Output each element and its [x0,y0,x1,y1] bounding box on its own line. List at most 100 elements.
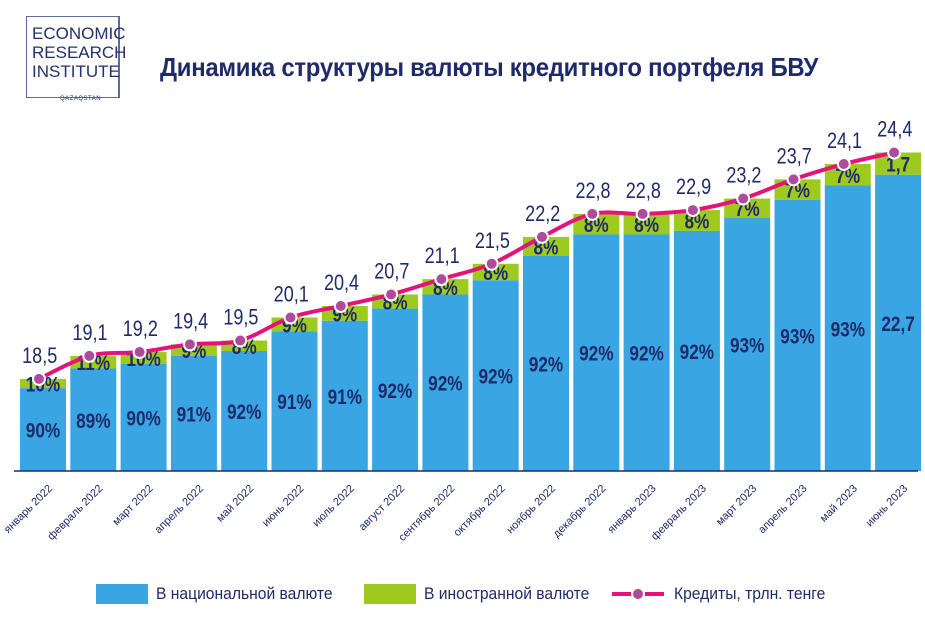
label-national-12: 92% [629,343,663,366]
x-tick-label-3: апрель 2022 [153,483,206,536]
x-tick-label-9: октябрь 2022 [451,483,507,539]
legend-swatch-line [612,587,664,601]
x-tick-label-15: апрель 2023 [756,483,809,536]
total-label-1: 19,1 [72,321,107,345]
bar-national-13 [673,230,720,471]
label-national-4: 92% [227,401,261,424]
bar-national-2 [120,363,167,471]
logo-line-2: RESEARCH [32,43,127,62]
bar-labels-layer: 90%10%89%11%90%10%91%9%92%8%91%9%91%9%92… [26,154,915,443]
x-tick-label-7: август 2022 [357,483,408,534]
bar-foreign-17 [875,152,922,175]
x-tick-label-6: июль 2022 [310,483,357,530]
bar-national-9 [472,280,519,471]
legend-item-national: В национальной валюте [96,582,348,606]
bar-national-4 [221,350,268,471]
legend-item-line: Кредиты, трлн. тенге [610,582,838,606]
label-national-13: 92% [680,341,714,364]
logo-subtitle: QAZAQSTAN [60,96,102,102]
bar-foreign-15 [774,179,821,200]
bar-national-8 [422,294,469,471]
x-tick-label-0: январь 2022 [2,483,55,536]
total-label-2: 19,2 [123,317,158,341]
legend-swatch-national [96,584,148,604]
total-label-4: 19,5 [223,306,258,330]
label-national-16: 93% [831,319,865,342]
line-point-11 [585,206,600,221]
bar-foreign-6 [321,306,368,321]
line-point-14 [736,191,751,206]
bar-national-17 [875,174,922,471]
label-national-6: 91% [328,386,362,409]
legend-label-national: В национальной валюте [156,584,333,603]
total-labels-layer: 18,5 19,1 19,2 19,4 19,5 20,1 20,4 20,7 21,1 21,5… [22,118,912,368]
line-point-3 [182,337,197,352]
label-national-5: 91% [277,392,311,415]
legend-item-foreign: В иностранной валюте [364,582,604,606]
x-tick-label-16: май 2023 [818,483,860,525]
bar-foreign-12 [623,213,670,235]
bar-foreign-14 [724,198,771,218]
x-tick-label-5: июнь 2022 [260,483,306,529]
line-point-1 [82,348,97,363]
line-point-10 [535,229,549,244]
total-label-8: 21,1 [425,245,460,269]
label-national-8: 92% [428,373,462,396]
line-point-5 [283,310,298,325]
total-label-10: 22,2 [525,202,560,226]
label-national-10: 92% [529,354,563,377]
label-foreign-13: 8% [684,211,709,234]
bar-national-1 [70,368,117,471]
line-point-15 [786,172,801,187]
label-national-1: 89% [76,410,110,433]
label-national-15: 93% [780,326,814,349]
bar-national-6 [321,320,368,471]
label-foreign-16: 7% [835,165,860,188]
total-label-6: 20,4 [324,271,359,295]
total-label-11: 22,8 [575,179,610,203]
bar-national-0 [20,388,66,471]
bar-foreign-2 [120,352,167,364]
label-national-17: 22,7 [881,313,915,336]
bar-national-5 [271,331,318,471]
legend-label-line: Кредиты, трлн. тенге [674,584,826,603]
logo-line-1: ECONOMIC [32,24,126,43]
bar-foreign-13 [673,210,720,231]
total-label-9: 21,5 [475,229,510,253]
line-point-13 [685,203,700,218]
label-national-3: 91% [177,404,211,427]
total-label-5: 20,1 [274,283,309,307]
bar-national-12 [623,234,670,471]
total-label-14: 23,2 [726,164,761,188]
line-point-2 [132,345,147,360]
line-point-9 [484,256,499,271]
total-label-17: 24,4 [877,118,912,142]
logo-frame [26,16,120,98]
bar-national-15 [774,199,821,471]
line-point-16 [836,157,851,172]
label-national-9: 92% [478,366,512,389]
label-national-7: 92% [378,380,412,403]
bar-national-16 [824,185,871,471]
line-point-6 [333,299,348,313]
total-label-13: 22,9 [676,175,711,199]
legend-line-marker [631,587,645,601]
label-national-2: 90% [126,408,160,431]
total-label-7: 20,7 [374,260,409,284]
logo-line-3: INSTITUTE [32,62,120,81]
bar-national-7 [372,308,419,471]
label-national-14: 93% [730,335,764,358]
chart-title: Динамика структуры валюты кредитного пор… [160,52,819,82]
x-tick-label-12: январь 2023 [606,483,659,536]
label-national-11: 92% [579,343,613,366]
logo: ECONOMIC RESEARCH INSTITUTE QAZAQSTAN [26,14,146,110]
total-label-0: 18,5 [22,344,57,368]
bar-foreign-11 [573,213,620,235]
x-tick-label-4: май 2022 [214,483,256,525]
total-label-15: 23,7 [777,145,812,169]
line-point-8 [434,272,449,287]
bar-national-14 [724,217,771,471]
line-point-0 [32,371,46,386]
logo-text: ECONOMIC RESEARCH INSTITUTE [32,24,126,81]
